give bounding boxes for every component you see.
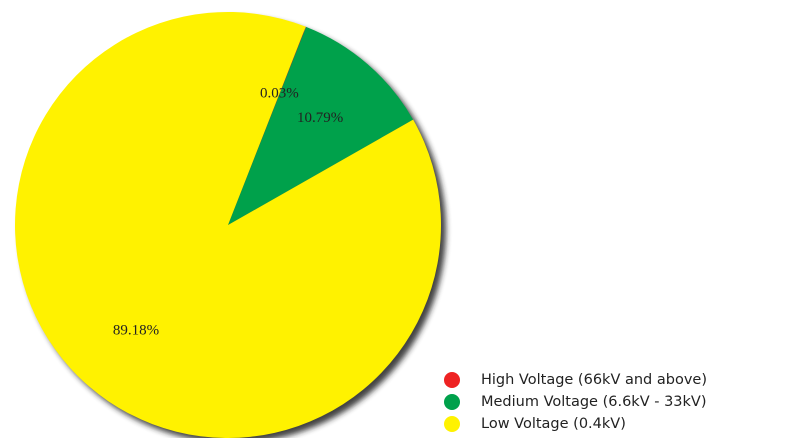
legend-label: Low Voltage (0.4kV) <box>481 416 626 432</box>
pie: 0.03% 10.79% 89.18% <box>15 12 446 438</box>
data-label: 89.18% <box>113 323 159 339</box>
legend-label: High Voltage (66kV and above) <box>481 372 707 388</box>
data-label: 10.79% <box>297 110 343 126</box>
legend: High Voltage (66kV and above) Medium Volt… <box>444 372 707 432</box>
data-label: 0.03% <box>260 86 299 102</box>
legend-marker <box>444 394 460 410</box>
legend-label: Medium Voltage (6.6kV - 33kV) <box>481 394 707 410</box>
pie-slice <box>228 26 307 225</box>
pie-slice <box>228 26 414 226</box>
legend-marker <box>444 416 460 432</box>
pie-slice <box>15 12 441 438</box>
legend-marker <box>444 372 460 388</box>
